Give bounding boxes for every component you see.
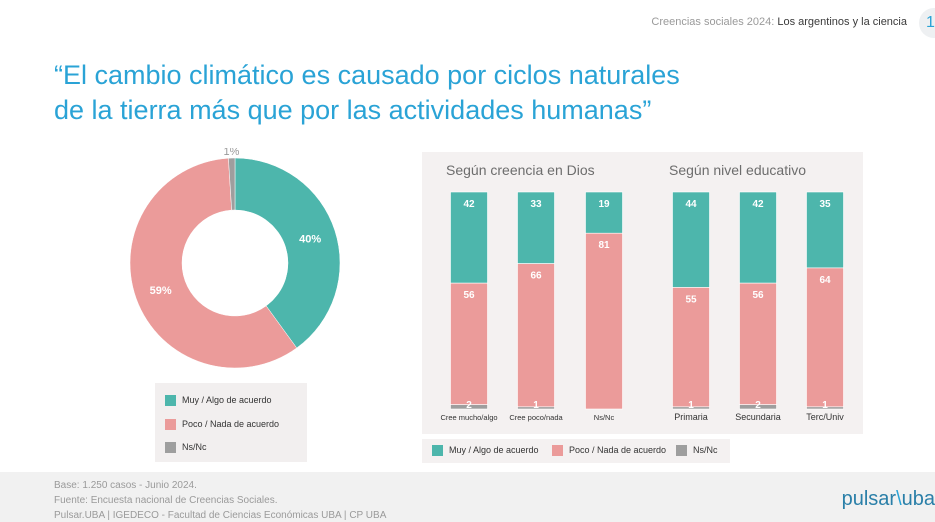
page-number: 1	[919, 8, 935, 38]
slide-header: Creencias sociales 2024: Los argentinos …	[651, 16, 907, 28]
header-prefix: Creencias sociales 2024:	[651, 16, 775, 28]
footer-source: Fuente: Encuesta nacional de Creencias S…	[54, 495, 278, 506]
title-line-1: “El cambio climático es causado por cicl…	[54, 60, 680, 90]
bar-value-label: 44	[685, 199, 697, 210]
bar-segment-agree	[806, 191, 844, 269]
bar-value-label: 56	[463, 290, 475, 301]
bar-segment-nsnc	[517, 406, 555, 410]
bar-chart-panel	[422, 152, 863, 434]
donut-legend-nsnc: Ns/Nc	[165, 442, 207, 454]
legend-label-disagree: Poco / Nada de acuerdo	[182, 419, 280, 429]
donut-slice-agree	[234, 157, 341, 349]
bar-category-label: Terc/Univ	[806, 412, 844, 422]
bar-segment-disagree	[450, 282, 488, 405]
bar-segment-agree	[517, 191, 555, 264]
bar-segment-agree	[585, 191, 623, 234]
bar-segment-nsnc	[450, 404, 488, 410]
footer-base: Base: 1.250 casos - Junio 2024.	[54, 480, 197, 491]
legend-label-nsnc: Ns/Nc	[182, 442, 207, 452]
legend-swatch-agree	[165, 395, 176, 407]
bar-value-label: 64	[819, 275, 831, 286]
bar-category-label: Secundaria	[735, 412, 781, 422]
bar-value-label: 35	[819, 199, 831, 210]
donut-legend-agree: Muy / Algo de acuerdo	[165, 395, 272, 407]
pulsar-uba-logo: pulsar\uba	[842, 488, 935, 511]
donut-label-disagree: 59%	[150, 285, 172, 297]
legend-label-disagree: Poco / Nada de acuerdo	[569, 445, 667, 455]
bar-segment-nsnc	[739, 404, 777, 410]
bar-segment-agree	[450, 191, 488, 284]
bar-value-label: 2	[755, 400, 761, 411]
bar-value-label: 19	[598, 199, 610, 210]
bar-value-label: 2	[466, 400, 472, 411]
slide-title: “El cambio climático es causado por cicl…	[54, 58, 814, 128]
legend-swatch-agree	[432, 445, 443, 457]
bar-value-label: 42	[752, 199, 764, 210]
bar-value-label: 42	[463, 199, 475, 210]
bar-value-label: 1	[533, 400, 539, 411]
legend-swatch-disagree	[552, 445, 563, 457]
header-highlight: Los argentinos y la ciencia	[777, 16, 907, 28]
bar-category-label: Cree mucho/algo	[440, 413, 497, 422]
group-title-dios: Según creencia en Dios	[446, 162, 595, 178]
footer-credits: Pulsar.UBA | IGEDECO - Facultad de Cienc…	[54, 510, 387, 521]
bar-value-label: 66	[530, 271, 542, 282]
bar-segment-agree	[739, 191, 777, 284]
logo-text-right: uba	[901, 488, 935, 510]
legend-label-agree: Muy / Algo de acuerdo	[449, 445, 539, 455]
legend-swatch-nsnc	[676, 445, 687, 457]
bar-legend-agree: Muy / Algo de acuerdo	[432, 445, 539, 457]
bar-legend: Muy / Algo de acuerdo Poco / Nada de acu…	[422, 439, 730, 463]
bar-segment-disagree	[585, 232, 623, 410]
donut-label-nsnc: 1%	[224, 148, 240, 158]
donut-legend: Muy / Algo de acuerdo Poco / Nada de acu…	[155, 383, 307, 462]
bar-legend-nsnc: Ns/Nc	[676, 445, 718, 457]
bar-value-label: 33	[530, 199, 542, 210]
legend-label-agree: Muy / Algo de acuerdo	[182, 395, 272, 405]
donut-slice-disagree	[129, 157, 298, 369]
bar-category-label: Ns/Nc	[594, 413, 615, 422]
group-title-educativo: Según nivel educativo	[669, 162, 806, 178]
donut-legend-disagree: Poco / Nada de acuerdo	[165, 419, 280, 431]
logo-mark: \	[896, 488, 902, 510]
bar-segment-nsnc	[806, 406, 844, 410]
donut-label-agree: 40%	[299, 234, 321, 246]
logo-text-left: pulsar	[841, 488, 897, 510]
bar-segment-disagree	[806, 267, 844, 408]
legend-swatch-disagree	[165, 419, 176, 431]
bar-segment-disagree	[517, 263, 555, 408]
bar-value-label: 56	[752, 290, 764, 301]
bar-legend-disagree: Poco / Nada de acuerdo	[552, 445, 667, 457]
title-line-2: de la tierra más que por las actividades…	[54, 95, 652, 125]
footer: Base: 1.250 casos - Junio 2024. Fuente: …	[0, 472, 935, 522]
bar-segment-nsnc	[672, 406, 710, 410]
legend-swatch-nsnc	[165, 442, 176, 454]
bar-value-label: 1	[822, 400, 828, 411]
legend-label-nsnc: Ns/Nc	[693, 445, 718, 455]
bar-value-label: 81	[598, 240, 610, 251]
donut-slice-nsnc	[228, 157, 236, 211]
bar-value-label: 55	[685, 294, 697, 305]
bar-segment-disagree	[739, 282, 777, 405]
bar-value-label: 1	[688, 400, 694, 411]
donut-chart: 40% 59% 1%	[129, 148, 341, 369]
bar-category-label: Cree poco/nada	[509, 413, 563, 422]
stacked-bar-chart: 42 56 2 Cree mucho/algo 33 66 1 Cree poco/nada 1…	[440, 191, 844, 422]
bar-category-label: Primaria	[674, 412, 708, 422]
